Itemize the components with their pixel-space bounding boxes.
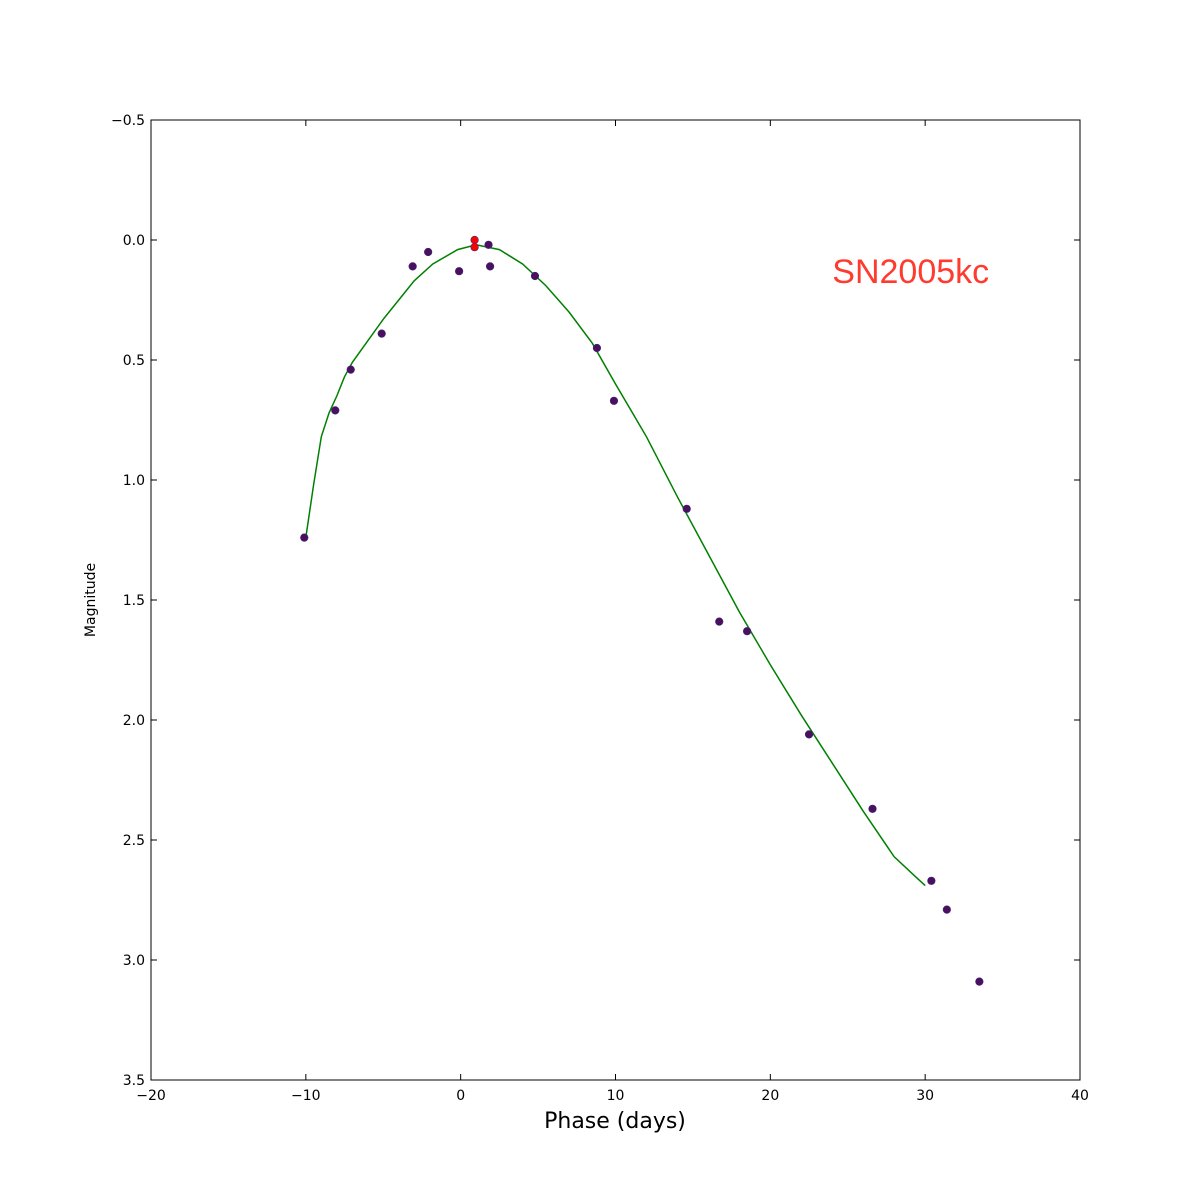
x-tick-label: 0 [456,1088,465,1104]
x-tick-label: −10 [291,1088,321,1104]
y-axis-title: Magnitude [83,563,99,637]
data-point [470,243,479,252]
data-point [743,627,752,636]
y-tick-label: 0.0 [123,233,145,249]
data-point [804,730,814,739]
data-point [609,396,619,405]
data-point [530,271,540,281]
supernova-label: SN2005kc [832,253,989,291]
x-tick-label: 40 [1071,1088,1089,1104]
y-tick-label: 3.0 [123,953,145,969]
x-axis-title: Phase (days) [544,1109,686,1134]
data-point [484,240,493,249]
x-tick-label: 30 [916,1088,934,1104]
y-tick-label: 3.5 [123,1073,145,1089]
data-point [715,617,724,626]
data-point [485,262,495,271]
data-point [942,905,951,914]
data-point [300,533,309,542]
data-point [470,235,479,245]
data-point [331,406,340,415]
data-point [592,343,602,353]
ticks-layer: −20 −10 0 10 20 30 40 −0.5 0.0 0.5 1.0 1.5 2.0 2.5 3.0… [111,113,1089,1104]
y-tick-label: 1.5 [123,593,145,609]
x-tick-label: 10 [607,1088,625,1104]
y-tick-label: 2.0 [123,713,145,729]
data-point [455,267,464,276]
points-layer [300,235,984,986]
y-tick-label: 2.5 [123,833,145,849]
y-tick-label: 0.5 [123,353,145,369]
x-tick-label: 20 [761,1088,779,1104]
data-point [975,977,984,986]
data-point [927,876,936,885]
line-layer [305,244,926,887]
data-point [424,247,433,257]
data-point [682,504,691,513]
data-point [377,329,386,338]
x-tick-label: −20 [136,1088,166,1104]
data-point [346,365,355,374]
data-point [868,804,877,813]
y-tick-label: 1.0 [123,473,145,489]
data-point [408,262,417,271]
model-curve-line [305,244,926,887]
y-tick-label: −0.5 [111,113,145,129]
